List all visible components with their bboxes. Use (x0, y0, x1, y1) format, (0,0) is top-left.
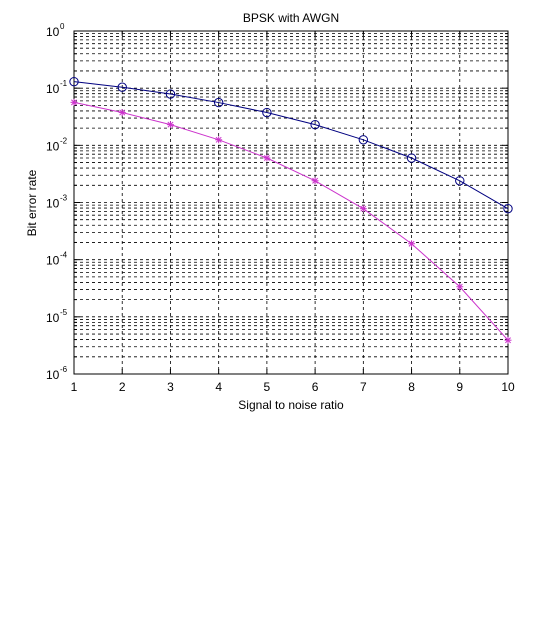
series-2-point (408, 240, 416, 248)
grid-layer (74, 31, 508, 374)
x-axis-title: Signal to noise ratio (238, 398, 344, 412)
x-tick-label: 7 (360, 380, 367, 394)
y-tick-label: 10 0 (46, 22, 65, 39)
y-tick-label-exponent: -4 (60, 251, 68, 260)
y-tick-label: 10 -5 (46, 308, 68, 325)
y-tick-label: 10 -1 (46, 79, 68, 96)
y-tick-label: 10 -2 (46, 136, 68, 153)
series-1-point (358, 135, 369, 145)
series-2-point (118, 109, 126, 117)
series-2-point (456, 283, 464, 291)
series-1-point (165, 89, 176, 99)
x-tick-label: 1 (71, 380, 78, 394)
series-2-point (504, 336, 512, 344)
y-tick-label-exponent: 0 (60, 22, 65, 31)
y-tick-label-base: 10 (46, 311, 60, 325)
y-tick-label: 10 -6 (46, 365, 68, 382)
series-2-point (215, 136, 223, 144)
series-1-point (310, 119, 320, 130)
y-tick-label-exponent: -2 (60, 136, 68, 145)
series-2-point (70, 98, 78, 106)
y-tick-label-base: 10 (46, 82, 60, 96)
series-1-point (213, 97, 224, 108)
y-tick-label-exponent: -3 (60, 194, 68, 203)
y-tick-label-base: 10 (46, 254, 60, 268)
x-tick-label: 8 (408, 380, 415, 394)
y-tick-label-exponent: -1 (60, 79, 68, 88)
y-tick-label: 10 -3 (46, 194, 68, 211)
x-tick-label: 10 (501, 380, 515, 394)
x-tick-label: 9 (456, 380, 463, 394)
y-axis-title: Bit error rate (25, 169, 39, 236)
y-tick-label-exponent: -6 (60, 365, 68, 374)
y-tick-label-base: 10 (46, 368, 60, 382)
y-tick-label-base: 10 (46, 139, 60, 153)
x-tick-label: 5 (264, 380, 271, 394)
series-layer (69, 76, 513, 344)
series-2-point (311, 177, 319, 185)
x-tick-label: 3 (167, 380, 174, 394)
x-tick-label: 2 (119, 380, 126, 394)
series-1-point (406, 153, 417, 163)
series-1-point (262, 107, 272, 118)
series-1-line (73, 81, 509, 210)
series-1-point (69, 76, 79, 87)
series-2-point (166, 121, 174, 129)
series-2-line (73, 101, 509, 341)
series-2-point (359, 205, 367, 213)
x-tick-label: 6 (312, 380, 319, 394)
y-tick-label: 10 -4 (46, 251, 68, 268)
y-tick-label-base: 10 (46, 25, 60, 39)
series-1-point (455, 176, 465, 186)
chart-title: BPSK with AWGN (243, 11, 339, 25)
series-2-point (263, 154, 271, 162)
y-tick-label-exponent: -5 (60, 308, 68, 317)
series-1-point (117, 82, 127, 92)
x-tick-label: 4 (215, 380, 222, 394)
y-tick-label-base: 10 (46, 197, 60, 211)
series-1-point (503, 203, 513, 214)
